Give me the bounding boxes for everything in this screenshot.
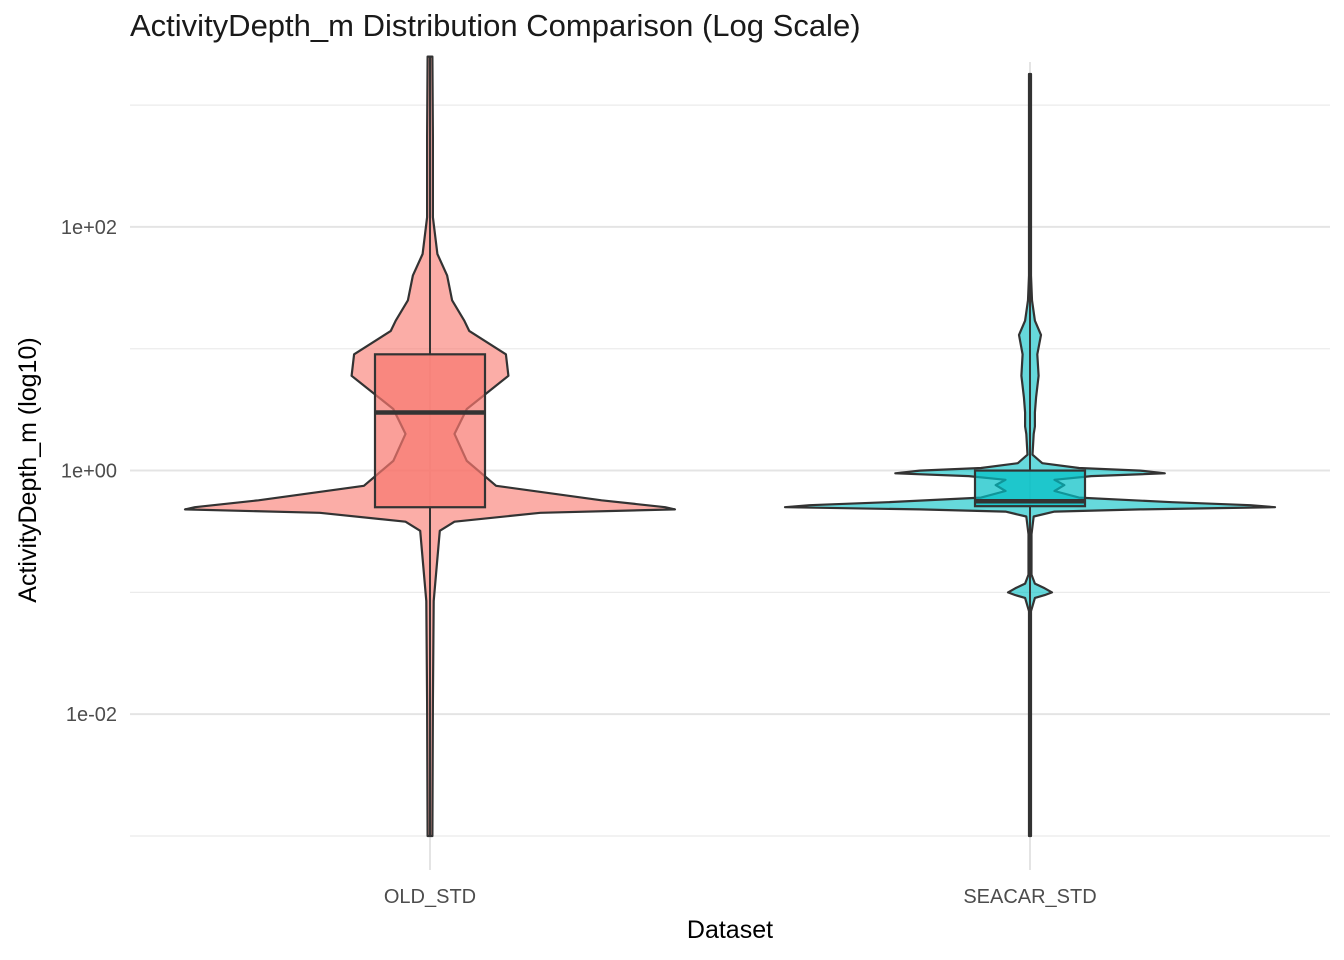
series-layer bbox=[183, 55, 1277, 838]
y-tick-label: 1e-02 bbox=[66, 704, 117, 726]
y-tick-label: 1e+00 bbox=[61, 461, 117, 483]
x-tick-label: SEACAR_STD bbox=[963, 886, 1096, 908]
x-tick-label: OLD_STD bbox=[384, 886, 476, 908]
box bbox=[373, 353, 487, 509]
y-axis-title: ActivityDepth_m (log10) bbox=[14, 337, 42, 602]
x-axis-title: Dataset bbox=[687, 916, 773, 944]
violin-group-old-std bbox=[183, 55, 677, 838]
violin-group-seacar-std bbox=[783, 72, 1277, 838]
label-layer: 1e-02 1e+00 1e+02 OLD_STD SEACAR_STD bbox=[61, 217, 1097, 908]
grid-layer bbox=[130, 62, 1330, 870]
chart-title: ActivityDepth_m Distribution Comparison … bbox=[130, 8, 861, 43]
y-tick-label: 1e+02 bbox=[61, 217, 117, 239]
